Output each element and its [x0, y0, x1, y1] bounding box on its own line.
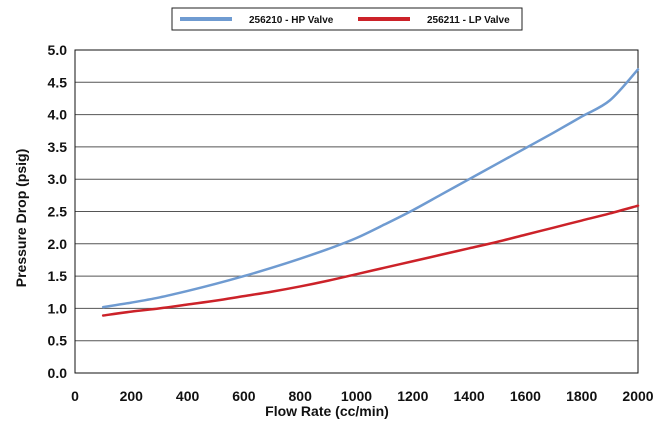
- y-tick-label: 2.0: [48, 236, 68, 252]
- x-tick-label: 600: [232, 388, 256, 404]
- x-tick-label: 1800: [566, 388, 597, 404]
- legend: 256210 - HP Valve 256211 - LP Valve: [171, 7, 523, 31]
- gridlines: [75, 81, 638, 342]
- series-line-256210-hp-valve: [101, 68, 640, 309]
- x-tick-label: 400: [176, 388, 200, 404]
- y-axis-title: Pressure Drop (psig): [13, 149, 29, 287]
- x-tick-label: 0: [71, 388, 79, 404]
- y-tick-label: 4.0: [48, 107, 68, 123]
- x-tick-label: 1400: [454, 388, 485, 404]
- y-tick-label: 4.5: [48, 74, 68, 90]
- x-tick-label: 200: [120, 388, 144, 404]
- x-axis-title: Flow Rate (cc/min): [265, 403, 389, 419]
- x-tick-label: 800: [289, 388, 313, 404]
- x-tick-label: 1000: [341, 388, 372, 404]
- y-tick-label: 3.5: [48, 139, 68, 155]
- plot-border: [74, 49, 639, 374]
- legend-label-lp-valve: 256211 - LP Valve: [427, 15, 510, 26]
- y-tick-label: 1.5: [48, 268, 68, 284]
- series-lines: [101, 68, 640, 317]
- x-tick-label: 1200: [397, 388, 428, 404]
- y-tick-label: 1.0: [48, 300, 68, 316]
- y-tick-label: 0.0: [48, 365, 68, 381]
- x-axis-ticks: 0 200 400 600 800 1000 1200 1400 1600 1800 2000: [71, 388, 654, 404]
- series-line-256211-lp-valve: [101, 204, 640, 317]
- y-axis-ticks: 0.0 0.5 1.0 1.5 2.0 2.5 3.0 3.5 4.0 4.5 5.0: [48, 42, 68, 381]
- y-tick-label: 3.0: [48, 171, 68, 187]
- legend-box: [171, 7, 523, 31]
- x-tick-label: 2000: [622, 388, 653, 404]
- x-tick-label: 1600: [510, 388, 541, 404]
- plot-area: [74, 49, 639, 374]
- y-tick-label: 2.5: [48, 204, 68, 220]
- legend-label-hp-valve: 256210 - HP Valve: [249, 15, 334, 26]
- y-tick-label: 0.5: [48, 333, 68, 349]
- y-tick-label: 5.0: [48, 42, 68, 58]
